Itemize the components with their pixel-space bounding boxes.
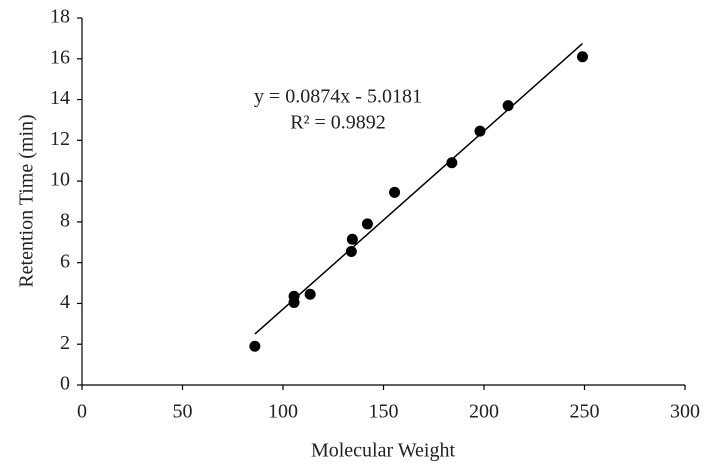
- y-tick-label: 10: [50, 169, 70, 191]
- x-tick-label: 150: [369, 401, 399, 423]
- data-point: [345, 245, 357, 257]
- data-point: [474, 125, 486, 137]
- x-tick-label: 200: [469, 401, 499, 423]
- x-tick-label: 50: [173, 401, 193, 423]
- data-point: [502, 100, 514, 112]
- data-point: [288, 290, 300, 302]
- trendline-equation: y = 0.0874x - 5.0181: [254, 86, 422, 108]
- y-axis-title: Retention Time (min): [16, 114, 38, 287]
- data-point: [346, 233, 358, 245]
- x-tick-label: 250: [570, 401, 600, 423]
- x-axis-title: Molecular Weight: [311, 440, 456, 462]
- data-point: [389, 186, 401, 198]
- trendline: [254, 43, 583, 335]
- trendline-r-squared: R² = 0.9892: [290, 112, 386, 134]
- y-tick-label: 6: [60, 250, 70, 272]
- data-point: [576, 51, 588, 63]
- y-tick-label: 2: [60, 332, 70, 354]
- y-tick-label: 0: [60, 373, 70, 395]
- y-tick-label: 16: [50, 46, 70, 68]
- data-point: [304, 288, 316, 300]
- y-tick-label: 14: [50, 87, 70, 109]
- data-point: [446, 157, 458, 169]
- x-tick-label: 100: [268, 401, 298, 423]
- y-tick-label: 8: [60, 209, 70, 231]
- x-tick-label: 300: [670, 401, 700, 423]
- y-tick-label: 18: [50, 6, 70, 28]
- data-point: [361, 218, 373, 230]
- y-tick-label: 4: [60, 291, 70, 313]
- data-point: [249, 340, 261, 352]
- x-tick-label: 0: [77, 401, 87, 423]
- y-tick-label: 12: [50, 128, 70, 150]
